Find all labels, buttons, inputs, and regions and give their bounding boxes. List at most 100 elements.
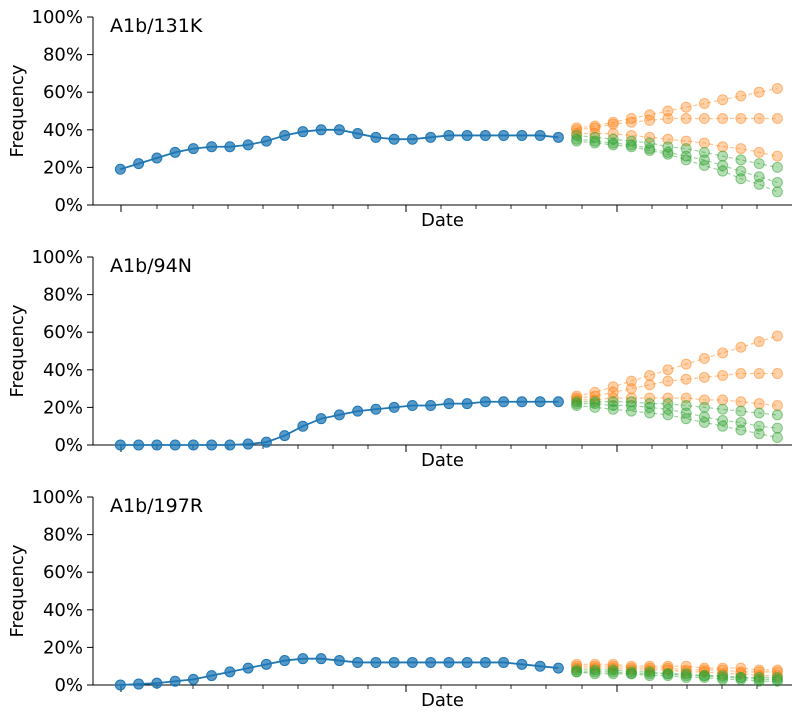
forecast-point: [735, 416, 747, 428]
forecast-point: [717, 369, 729, 381]
observed-series: [114, 396, 564, 451]
forecast-point: [662, 398, 674, 410]
observed-point: [114, 439, 126, 451]
forecast-point: [735, 662, 747, 674]
forecast-point: [753, 675, 765, 687]
y-tick-label: 80%: [43, 285, 83, 306]
forecast-point: [680, 113, 692, 125]
forecast-point: [625, 396, 637, 408]
observed-point: [187, 143, 199, 155]
forecast-point: [571, 135, 583, 147]
forecast-series-6: [571, 666, 783, 687]
y-tick-label: 80%: [43, 45, 83, 66]
forecast-point: [607, 139, 619, 151]
forecast-series-2: [571, 113, 783, 136]
forecast-point: [753, 178, 765, 190]
forecast-point: [735, 90, 747, 102]
forecast-point: [698, 113, 710, 125]
observed-point: [151, 439, 163, 451]
observed-point: [406, 400, 418, 412]
observed-point: [479, 396, 491, 408]
forecast-point: [625, 129, 637, 141]
forecast-point: [589, 386, 601, 398]
forecast-point: [589, 398, 601, 410]
forecast-point: [662, 670, 674, 682]
chart-title: A1b/197R: [110, 495, 203, 517]
observed-point: [425, 131, 437, 143]
forecast-point: [771, 368, 783, 380]
observed-point: [461, 129, 473, 141]
forecast-point: [571, 666, 583, 678]
forecast-point: [753, 666, 765, 678]
forecast-series-4: [571, 396, 783, 421]
observed-point: [498, 129, 510, 141]
forecast-point: [717, 160, 729, 172]
forecast-point: [589, 128, 601, 140]
y-tick-label: 40%: [43, 120, 83, 141]
forecast-point: [717, 673, 729, 685]
observed-point: [370, 656, 382, 668]
forecast-point: [753, 368, 765, 380]
forecast-point: [644, 401, 656, 413]
observed-series: [114, 124, 564, 175]
chart-panel-3: 0% 20% 40% 60% 80% 100% Date Frequency A1b/197R: [7, 487, 792, 711]
observed-point: [260, 658, 272, 670]
forecast-point: [662, 392, 674, 404]
observed-point: [534, 396, 546, 408]
y-tick-label: 20%: [43, 157, 83, 178]
y-axis-label: Frequency: [7, 304, 28, 397]
forecast-point: [644, 379, 656, 391]
observed-point: [114, 163, 126, 175]
forecast-point: [771, 675, 783, 687]
y-axis-label: Frequency: [7, 544, 28, 637]
observed-point: [114, 679, 126, 691]
chart-panel-1: 0% 20% 40% 60% 80% 100% Date Frequency A1b/131K: [7, 7, 792, 231]
forecast-line: [576, 671, 778, 682]
x-axis-label: Date: [421, 210, 464, 231]
forecast-point: [735, 424, 747, 436]
forecast-point: [735, 673, 747, 685]
forecast-point: [735, 173, 747, 185]
observed-point: [425, 400, 437, 412]
observed-point: [279, 129, 291, 141]
observed-point: [406, 133, 418, 145]
forecast-point: [735, 113, 747, 125]
forecast-point: [717, 394, 729, 406]
forecast-point: [589, 390, 601, 402]
forecast-point: [698, 154, 710, 166]
forecast-line: [576, 117, 778, 131]
forecast-point: [662, 105, 674, 117]
observed-point: [516, 658, 528, 670]
forecast-point: [717, 420, 729, 432]
observed-point: [260, 436, 272, 448]
forecast-point: [717, 113, 729, 125]
forecast-series-6: [571, 135, 783, 198]
forecast-series-3: [571, 392, 783, 412]
forecast-line: [576, 138, 778, 184]
forecast-line: [576, 397, 778, 407]
forecast-series-4: [571, 129, 783, 173]
observed-point: [479, 129, 491, 141]
forecast-point: [662, 133, 674, 145]
observed-point: [297, 420, 309, 432]
forecast-point: [680, 154, 692, 166]
forecast-point: [698, 371, 710, 383]
observed-point: [370, 131, 382, 143]
forecast-point: [644, 114, 656, 126]
forecast-line: [576, 671, 778, 680]
observed-point: [187, 673, 199, 685]
observed-point: [534, 129, 546, 141]
observed-point: [206, 141, 218, 153]
forecast-point: [753, 428, 765, 440]
observed-point: [552, 131, 564, 143]
forecast-line: [576, 665, 778, 673]
y-tick-label: 60%: [43, 82, 83, 103]
forecast-point: [662, 664, 674, 676]
forecast-point: [753, 158, 765, 170]
observed-point: [297, 126, 309, 138]
forecast-point: [698, 160, 710, 172]
observed-point: [133, 439, 145, 451]
forecast-point: [607, 386, 619, 398]
forecast-point: [625, 141, 637, 153]
